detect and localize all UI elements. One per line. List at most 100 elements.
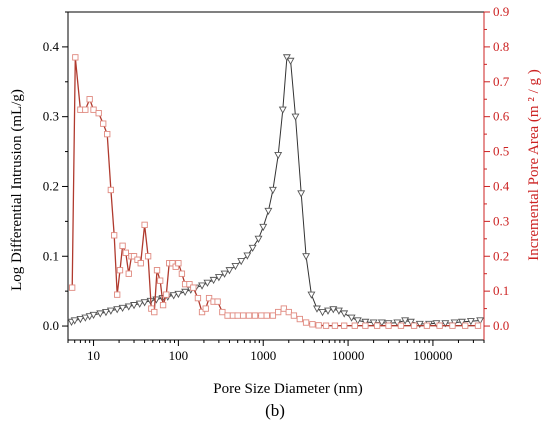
intrusion-point [268, 186, 277, 195]
intrusion-point [458, 318, 466, 326]
area-point [436, 322, 443, 329]
area-point [362, 322, 369, 329]
intrusion-point [96, 310, 105, 318]
y-axis-left-title: Log Differential Intrusion (mL/g) [9, 89, 25, 291]
intrusion-point [248, 244, 257, 253]
intrusion-point [329, 306, 338, 314]
intrusion-point [101, 309, 110, 317]
y-left-tick-label: 0.1 [43, 248, 59, 263]
area-point [111, 232, 118, 239]
intrusion-point [278, 106, 287, 114]
area-point [144, 253, 152, 260]
series-differential-intrusion [67, 54, 485, 329]
area-point [178, 270, 186, 277]
area-point [296, 315, 303, 323]
area-point [122, 249, 129, 256]
intrusion-point [209, 276, 218, 285]
series-intrusion-line [71, 56, 481, 325]
area-point [116, 267, 124, 274]
area-point [153, 267, 161, 274]
intrusion-point [106, 307, 115, 315]
series-area-line [71, 57, 478, 327]
area-point [95, 110, 102, 117]
y-left-tick-label: 0.3 [43, 109, 59, 124]
intrusion-point [282, 54, 291, 62]
intrusion-point [214, 274, 223, 282]
intrusion-point [231, 262, 240, 271]
area-point [309, 321, 316, 328]
area-point [373, 322, 381, 329]
area-point [397, 322, 405, 329]
x-tick-label: 10000 [332, 348, 365, 363]
intrusion-point [174, 290, 183, 299]
area-point [269, 312, 277, 319]
x-tick-label: 10 [87, 348, 100, 363]
y-right-tick-label: 0.4 [493, 178, 510, 193]
area-point [462, 322, 469, 329]
area-point [251, 312, 259, 319]
series-incremental-pore-area [69, 54, 482, 329]
intrusion-point [441, 320, 450, 328]
area-point [263, 312, 270, 319]
intrusion-point [130, 302, 138, 310]
area-point [258, 312, 265, 319]
area-point [219, 308, 226, 316]
area-point [449, 322, 456, 329]
area-point [341, 322, 348, 329]
area-point [125, 270, 132, 277]
intrusion-point [181, 288, 190, 296]
area-point [214, 298, 221, 305]
area-point [205, 294, 213, 302]
area-point [224, 312, 231, 319]
intrusion-point [124, 303, 133, 311]
area-point [90, 106, 97, 113]
y-right-tick-label: 0.0 [493, 318, 509, 333]
area-point [69, 284, 76, 291]
intrusion-point [347, 314, 356, 322]
area-point [234, 312, 241, 319]
y-right-tick-label: 0.2 [493, 248, 509, 263]
intrusion-point [118, 304, 127, 313]
area-point [351, 322, 358, 329]
area-point [194, 294, 202, 302]
intrusion-point [286, 57, 295, 65]
intrusion-point [203, 279, 212, 287]
y-axis-right-title: Incremental Pore Area (m ² / g ) [526, 69, 542, 261]
y-right-tick-label: 0.3 [493, 213, 509, 228]
area-point [322, 322, 330, 329]
area-point [137, 260, 144, 267]
intrusion-point [169, 292, 178, 300]
area-point [275, 308, 282, 316]
intrusion-point [324, 307, 332, 315]
intrusion-point [353, 317, 362, 325]
area-point [72, 54, 79, 61]
intrusion-point [259, 223, 268, 232]
y-axis-left: 0.0 0.1 0.2 0.3 0.4 [43, 11, 68, 333]
area-point [186, 281, 193, 288]
intrusion-point [254, 235, 263, 243]
intrusion-point [89, 311, 98, 320]
intrusion-point [476, 317, 485, 325]
intrusion-point [313, 305, 321, 313]
intrusion-point [291, 113, 300, 121]
intrusion-point [113, 306, 122, 314]
area-point [82, 106, 89, 113]
x-axis: 10 100 1000 10000 100000 [67, 340, 485, 363]
area-point [385, 322, 392, 329]
intrusion-point [415, 320, 424, 329]
area-point [331, 322, 339, 329]
area-point [198, 308, 206, 316]
area-point [240, 312, 247, 319]
intrusion-point [361, 318, 370, 326]
intrusion-point [85, 313, 94, 321]
y-left-tick-label: 0.2 [43, 178, 59, 193]
area-point [290, 312, 298, 319]
intrusion-point [70, 317, 79, 325]
y-right-tick-label: 0.5 [493, 144, 509, 159]
area-point [280, 305, 288, 312]
intrusion-point [406, 318, 415, 326]
intrusion-point [401, 317, 410, 325]
area-point [104, 130, 111, 138]
area-point [285, 308, 292, 316]
intrusion-point [220, 270, 229, 278]
